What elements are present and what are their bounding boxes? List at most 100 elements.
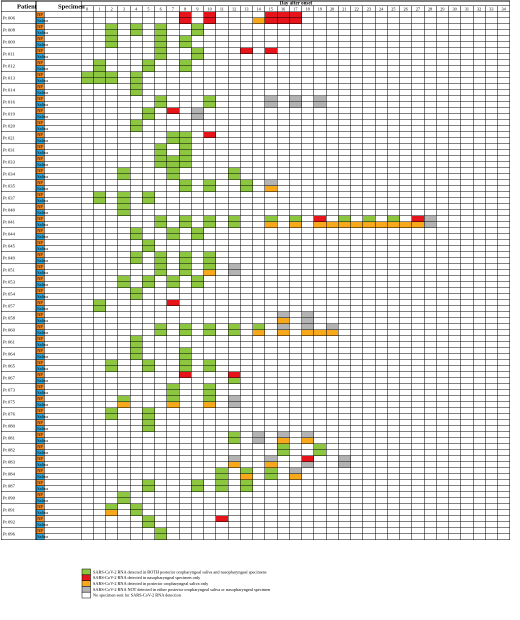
patient-id: Pt 051	[3, 268, 16, 273]
grid-lines	[0, 0, 510, 540]
specimen-label-saliva: Saliva	[37, 534, 48, 539]
specimen-label-saliva: Saliva	[37, 102, 48, 107]
result-cell	[264, 179, 277, 186]
cells-layer	[36, 11, 437, 540]
specimen-label-np: NP	[37, 168, 43, 173]
result-cell	[203, 131, 216, 138]
day-header-0: 0	[86, 6, 88, 11]
result-cell	[191, 47, 204, 54]
result-cell	[326, 323, 339, 330]
day-header-14: 14	[257, 6, 262, 11]
result-cell	[313, 221, 326, 228]
result-cell	[264, 467, 277, 474]
result-cell	[179, 215, 192, 222]
specimen-swatch-np	[36, 479, 44, 486]
result-cell	[301, 311, 314, 318]
result-cell	[264, 47, 277, 54]
result-cell	[240, 47, 253, 54]
result-cell	[154, 95, 167, 102]
result-cell	[277, 449, 290, 456]
result-cell	[105, 77, 118, 84]
specimen-label-saliva: Saliva	[37, 54, 48, 59]
result-cell	[117, 395, 130, 402]
patient-id: Pt 033	[3, 160, 16, 165]
result-cell	[154, 527, 167, 534]
patient-id: Pt 054	[3, 292, 16, 297]
result-cell	[338, 461, 351, 468]
specimen-swatch-np	[36, 527, 44, 534]
result-cell	[166, 299, 179, 306]
result-cell	[154, 329, 167, 336]
specimen-label-np: NP	[37, 456, 43, 461]
day-header-13: 13	[244, 6, 248, 11]
specimen-swatch-np	[36, 143, 44, 150]
specimen-swatch-np	[36, 47, 44, 54]
result-cell	[130, 23, 143, 30]
specimen-label-np: NP	[37, 312, 43, 317]
result-cell	[424, 221, 437, 228]
result-cell	[228, 263, 241, 270]
specimen-swatch-np	[36, 59, 44, 66]
specimen-label-np: NP	[37, 132, 43, 137]
specimen-label-np: NP	[37, 72, 43, 77]
specimen-swatch-saliva	[36, 125, 44, 132]
result-cell	[117, 197, 130, 204]
specimen-label-saliva: Saliva	[37, 126, 48, 131]
result-cell	[130, 227, 143, 234]
result-cell	[179, 131, 192, 138]
result-cell	[228, 395, 241, 402]
specimen-label-saliva: Saliva	[37, 270, 48, 275]
result-cell	[203, 389, 216, 396]
result-cell	[228, 431, 241, 438]
result-cell	[264, 101, 277, 108]
specimen-swatch-np	[36, 155, 44, 162]
specimen-swatch-saliva	[36, 173, 44, 180]
specimen-label-saliva: Saliva	[37, 114, 48, 119]
specimen-label-np: NP	[37, 348, 43, 353]
result-cell	[228, 401, 241, 408]
specimen-swatch-np	[36, 299, 44, 306]
specimen-label-np: NP	[37, 528, 43, 533]
specimen-label-saliva: Saliva	[37, 138, 48, 143]
result-cell	[154, 41, 167, 48]
result-cell	[203, 185, 216, 192]
result-cell	[154, 533, 167, 540]
specimen-swatch-np	[36, 347, 44, 354]
result-cell	[301, 323, 314, 330]
specimen-label-saliva: Saliva	[37, 294, 48, 299]
specimen-label-np: NP	[37, 372, 43, 377]
result-cell	[154, 215, 167, 222]
patient-id: Pt 087	[3, 484, 16, 489]
specimen-swatch-np	[36, 407, 44, 414]
result-cell	[154, 35, 167, 42]
specimen-swatch-np	[36, 515, 44, 522]
patient-id: Pt 012	[3, 64, 16, 69]
specimen-label-saliva: Saliva	[37, 246, 48, 251]
result-cell	[179, 269, 192, 276]
result-cell	[301, 455, 314, 462]
patient-id: Pt 016	[3, 100, 16, 105]
specimen-swatch-saliva	[36, 65, 44, 72]
result-cell	[264, 215, 277, 222]
result-cell	[277, 437, 290, 444]
result-cell	[142, 479, 155, 486]
patient-id: Pt 083	[3, 460, 16, 465]
specimen-label-np: NP	[37, 264, 43, 269]
legend-swatch	[81, 591, 91, 599]
specimen-label-np: NP	[37, 480, 43, 485]
result-cell	[117, 209, 130, 216]
result-cell	[228, 455, 241, 462]
result-cell	[179, 161, 192, 168]
specimen-swatch-np	[36, 443, 44, 450]
result-cell	[240, 485, 253, 492]
result-cell	[93, 65, 106, 72]
result-cell	[411, 215, 424, 222]
result-cell	[228, 437, 241, 444]
result-cell	[142, 275, 155, 282]
patient-id: Pt 058	[3, 316, 16, 321]
specimen-swatch-np	[36, 503, 44, 510]
specimen-swatch-np	[36, 455, 44, 462]
result-cell	[179, 11, 192, 18]
day-header-18: 18	[306, 6, 310, 11]
